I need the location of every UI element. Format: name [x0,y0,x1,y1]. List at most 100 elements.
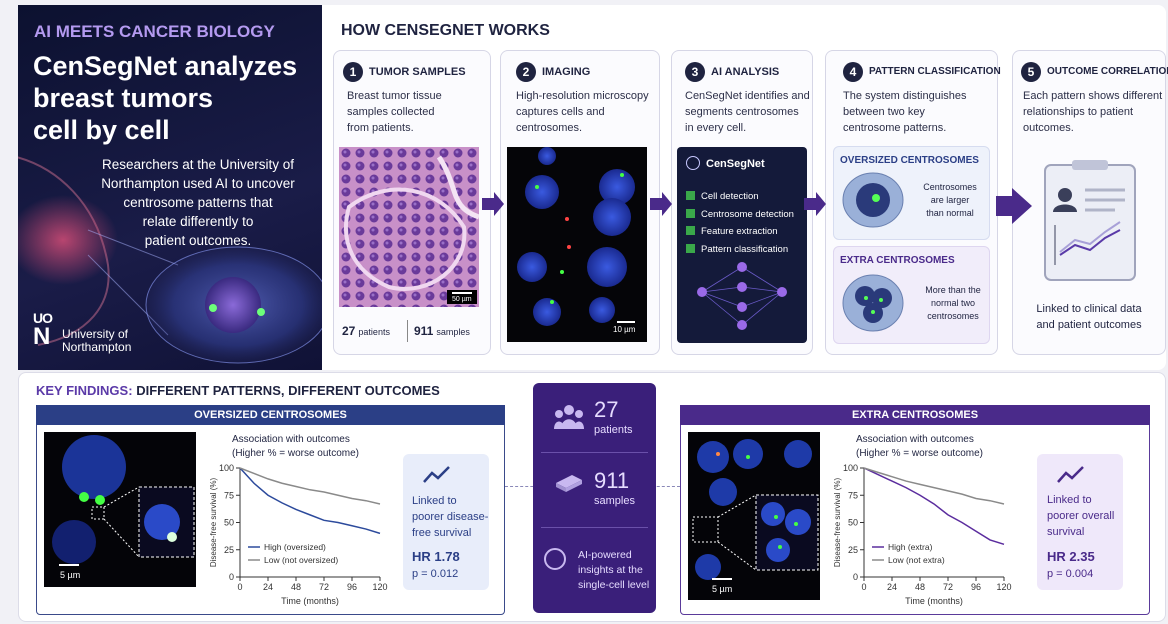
y-tick-label: 50 [224,518,234,528]
text-line: poorer overall [1047,510,1115,522]
scale-label: 10 µm [613,325,636,334]
x-tick-label: 24 [887,582,897,592]
nucleus [593,198,631,236]
title-line: CenSegNet analyzes [33,51,298,81]
intro-text: Researchers at the University of Northam… [78,155,318,250]
decor [741,266,783,293]
network-edges [701,266,783,326]
arrow [650,192,672,216]
tissue-boundary [343,187,467,291]
text-line: AI-powered [578,549,632,561]
decor [737,262,747,272]
centrosome [879,298,883,302]
text-line: More than the [925,285,981,295]
centrosome [550,300,554,304]
decor [686,208,695,218]
zoom-line [103,518,140,558]
x-axis-label: Time (months) [281,596,339,606]
decor [701,266,743,293]
p-value: p = 0.012 [412,568,459,580]
nucleus [525,175,559,209]
text-line: Researchers at the University of [101,157,295,172]
info-text: Linked to poorer overall survival [1047,492,1114,540]
nucleus [144,504,180,540]
university-name: University of [62,327,129,341]
text-line: patient outcomes. [144,233,252,248]
step-number: 1 [343,62,363,82]
fluorescence-image [507,147,647,342]
pattern-text: More than the normal two centrosomes [918,284,988,323]
y-tick-label: 100 [843,463,858,473]
item-text: Centrosome detection [701,208,794,220]
hazard-ratio: HR 1.78 [412,549,460,564]
survival-chart: Association with outcomes (Higher % = wor… [833,434,1012,606]
chart-title: Association with outcomes [232,434,350,445]
clipboard-icon [1044,160,1136,281]
y-tick-label: 25 [224,545,234,555]
step-title: PATTERN CLASSIFICATION [869,66,1001,77]
text-line: Linked to [412,495,457,507]
decor [697,287,707,297]
nucleus [766,538,790,562]
text-line: survival [1047,526,1085,538]
decor [566,480,582,492]
decor [701,286,743,293]
logo-mark: N [33,323,51,350]
trend-icon [423,466,450,483]
text-line: Northampton used AI to uncover [101,176,295,191]
nucleus [733,439,763,469]
text-line: normal two [930,298,975,308]
survival-line [239,467,381,505]
decor [741,291,783,326]
y-tick-label: 0 [853,572,858,582]
marker [567,245,571,249]
text-line: and patient outcomes [1036,319,1142,331]
centrosome [794,522,798,526]
step-text: Each pattern shows different relationshi… [1023,88,1162,136]
x-tick-label: 0 [861,582,866,592]
microscopy-image [688,432,820,600]
stat-value: 911 [414,324,434,338]
title-line: cell by cell [33,115,170,145]
findings-title: KEY FINDINGS: DIFFERENT PATTERNS, DIFFER… [36,383,440,398]
decor [777,287,787,297]
ai-text: AI-powered insights at the single-cell l… [578,548,649,593]
chart-subtitle: (Higher % = worse outcome) [856,448,983,459]
centrosome [79,492,89,502]
text-line: centrosome patterns that [123,195,273,210]
decor [555,410,563,418]
person-head [1058,188,1072,202]
text-line: relate differently to [142,214,254,229]
step-title: IMAGING [542,66,591,78]
microscopy-image [44,432,196,587]
centrosome [560,270,564,274]
text-line: free survival [412,527,472,539]
x-tick-label: 120 [372,582,387,592]
text-line: in every cell. [685,122,747,134]
centrosome [95,495,105,505]
info-box [1037,454,1123,590]
step-number: 3 [685,62,705,82]
centrosome [871,310,875,314]
pattern-text: Centrosomes are larger than normal [918,181,982,220]
text-line: poorer disease- [412,511,489,523]
trend-arrow [423,466,450,483]
stat-label: patients [358,327,390,337]
nucleus [517,252,547,282]
text-line: relationships to patient [1023,106,1134,118]
centrosome [257,308,265,316]
nucleus [784,440,812,468]
decor [575,410,583,418]
y-tick-label: 75 [848,490,858,500]
chart-title: Association with outcomes [856,434,974,445]
mini-line [1059,221,1121,253]
decor [556,483,566,492]
logo-mark: UO [33,310,53,326]
list-item: Cell detection [686,188,794,206]
scale-label: 50 µm [452,296,472,303]
p-value: p = 0.004 [1047,568,1094,580]
info-text: Linked to poorer disease- free survival [412,493,488,541]
centrosome [620,173,624,177]
stat-divider [407,320,408,342]
